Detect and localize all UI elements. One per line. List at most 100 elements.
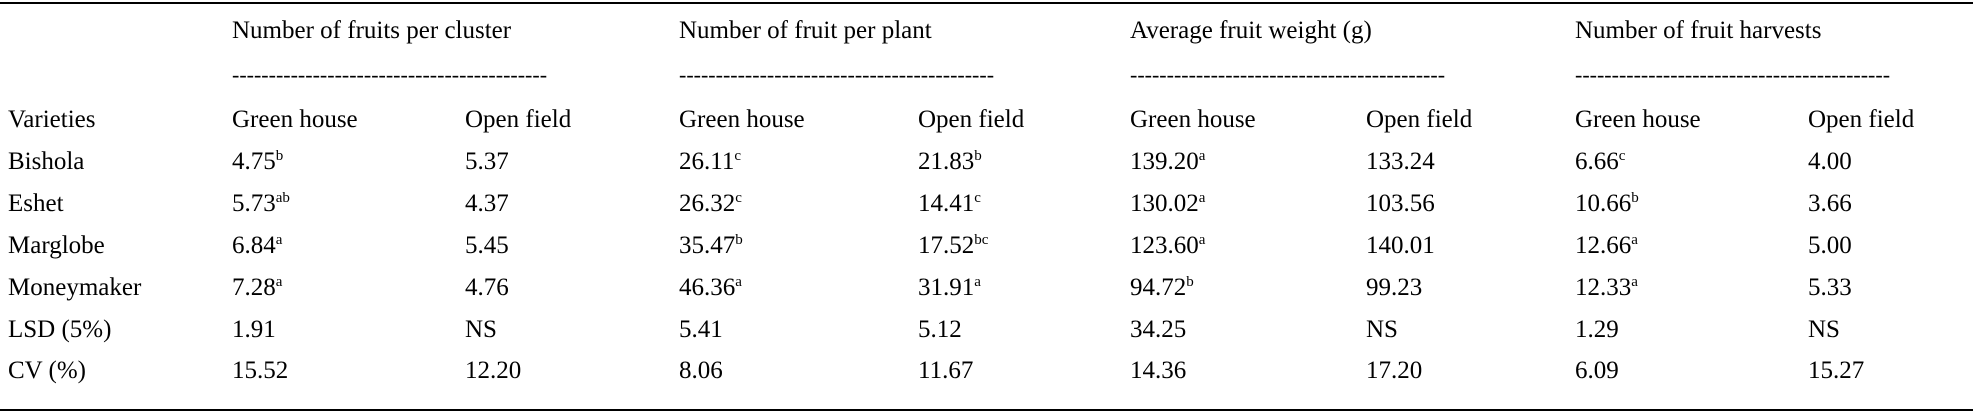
- cell-value: 103.56: [1366, 190, 1435, 217]
- sub-header: Green house: [1575, 106, 1701, 133]
- table-top-rule: [0, 2, 1973, 4]
- cell-value: 5.33: [1808, 274, 1852, 301]
- cell-value: 123.60: [1130, 232, 1199, 259]
- cell-value: 6.84: [232, 232, 276, 259]
- sub-header: Green house: [1130, 106, 1256, 133]
- table-cell: 123.60a: [1130, 231, 1205, 261]
- cell-value: 4.00: [1808, 148, 1852, 175]
- significance-letter: a: [1198, 190, 1206, 206]
- significance-letter: b: [1631, 190, 1639, 206]
- significance-letter: a: [1198, 232, 1206, 248]
- table-cell: 5.37: [465, 147, 509, 177]
- sub-header: Open field: [465, 106, 572, 133]
- row-label: Marglobe: [8, 232, 105, 259]
- cell-value: 94.72: [1130, 274, 1187, 301]
- cell-value: 26.32: [679, 190, 736, 217]
- sub-header: Open field: [1366, 106, 1473, 133]
- significance-letter: a: [275, 274, 283, 290]
- cell-value: 31.91: [918, 274, 975, 301]
- table-cell: 17.20: [1366, 356, 1422, 386]
- significance-letter: c: [735, 190, 742, 206]
- cell-value: 14.41: [918, 190, 975, 217]
- table-cell: 6.66c: [1575, 147, 1625, 177]
- table-cell: 139.20a: [1130, 147, 1205, 177]
- cell-value: 140.01: [1366, 232, 1435, 259]
- cell-value: 6.66: [1575, 148, 1619, 175]
- table-cell: 103.56: [1366, 189, 1435, 219]
- cell-value: 17.52: [918, 232, 975, 259]
- cell-value: 34.25: [1130, 316, 1187, 343]
- cell-value: 133.24: [1366, 148, 1435, 175]
- cell-value: 12.66: [1575, 232, 1632, 259]
- cell-value: 35.47: [679, 232, 736, 259]
- cell-value: 15.52: [232, 357, 289, 384]
- table-cell: 46.36a: [679, 273, 742, 303]
- cell-value: 5.41: [679, 316, 723, 343]
- cell-value: 1.29: [1575, 316, 1619, 343]
- cell-value: 26.11: [679, 148, 735, 175]
- cell-value: 21.83: [918, 148, 975, 175]
- table-cell: 5.45: [465, 231, 509, 261]
- cell-value: 4.76: [465, 274, 509, 301]
- table-cell: 31.91a: [918, 273, 981, 303]
- table-cell: 12.66a: [1575, 231, 1638, 261]
- cell-value: 5.00: [1808, 232, 1852, 259]
- table-cell: 5.73ab: [232, 189, 290, 219]
- cell-value: NS: [1808, 316, 1840, 343]
- row-label: LSD (5%): [8, 316, 112, 343]
- table-cell: 12.20: [465, 356, 521, 386]
- sub-header: Open field: [1808, 106, 1915, 133]
- significance-letter: a: [1631, 274, 1638, 290]
- table-cell: 6.09: [1575, 356, 1619, 386]
- sub-header: Open field: [918, 106, 1025, 133]
- row-label: CV (%): [8, 357, 87, 384]
- table-cell: NS: [465, 315, 497, 345]
- table-cell: 5.41: [679, 315, 723, 345]
- cell-value: 5.12: [918, 316, 962, 343]
- significance-letter: b: [735, 232, 743, 248]
- cell-value: 3.66: [1808, 190, 1852, 217]
- table-cell: 6.84a: [232, 231, 282, 261]
- table-cell: 99.23: [1366, 273, 1422, 303]
- significance-letter: b: [275, 148, 284, 164]
- cell-value: 46.36: [679, 274, 736, 301]
- cell-value: 11.67: [918, 357, 974, 384]
- significance-letter: c: [974, 190, 981, 206]
- sub-header: Green house: [679, 106, 805, 133]
- significance-letter: c: [1618, 148, 1626, 164]
- table-cell: 1.91: [232, 315, 276, 345]
- row-label: Moneymaker: [8, 274, 142, 301]
- row-header-label: Varieties: [8, 106, 96, 133]
- cell-value: 17.20: [1366, 357, 1423, 384]
- table-cell: 4.00: [1808, 147, 1852, 177]
- cell-value: NS: [465, 316, 497, 343]
- significance-letter: bc: [974, 232, 989, 248]
- table-cell: 14.41c: [918, 189, 981, 219]
- table-cell: 26.32c: [679, 189, 742, 219]
- cell-value: 8.06: [679, 357, 723, 384]
- table-cell: 133.24: [1366, 147, 1435, 177]
- cell-value: 139.20: [1130, 148, 1199, 175]
- significance-letter: a: [275, 232, 283, 248]
- group-header-average-fruit-weight: Average fruit weight (g): [1130, 17, 1372, 44]
- cell-value: 6.09: [1575, 357, 1619, 384]
- table-cell: 3.66: [1808, 189, 1852, 219]
- cell-value: 10.66: [1575, 190, 1632, 217]
- cell-value: 1.91: [232, 316, 276, 343]
- cell-value: NS: [1366, 316, 1398, 343]
- group-separator-fruit-per-plant: ----------------------------------------…: [679, 64, 995, 86]
- significance-letter: ab: [275, 190, 290, 206]
- table-cell: 5.12: [918, 315, 962, 345]
- table-cell: 35.47b: [679, 231, 743, 261]
- cell-value: 5.37: [465, 148, 509, 175]
- cell-value: 4.75: [232, 148, 276, 175]
- table-bottom-rule: [0, 409, 1973, 411]
- table-cell: 14.36: [1130, 356, 1186, 386]
- significance-letter: a: [974, 274, 981, 290]
- significance-letter: a: [1631, 232, 1638, 248]
- table-cell: 8.06: [679, 356, 723, 386]
- table-cell: 1.29: [1575, 315, 1619, 345]
- cell-value: 12.20: [465, 357, 522, 384]
- table-cell: 17.52bc: [918, 231, 988, 261]
- table-cell: 94.72b: [1130, 273, 1194, 303]
